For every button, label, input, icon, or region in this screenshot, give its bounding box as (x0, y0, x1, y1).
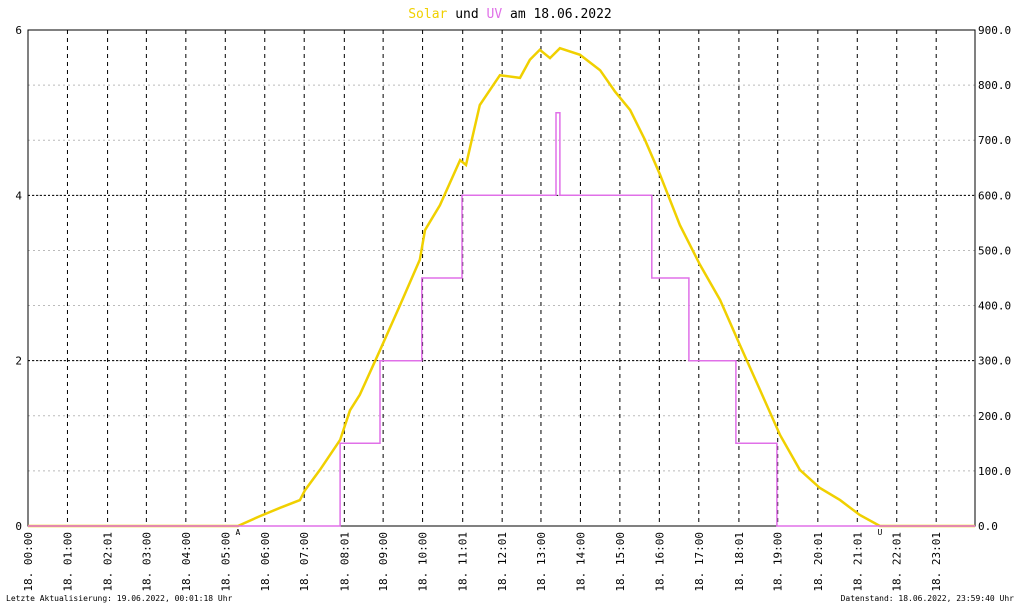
x-tick-label: 18. 10:00 (417, 532, 430, 592)
y2-tick-label: 100.0 (978, 465, 1011, 478)
series-line (28, 111, 975, 527)
y2-tick-label: 500.0 (978, 244, 1011, 257)
title-date: am 18.06.2022 (510, 7, 612, 22)
title-solar: Solar (408, 7, 447, 22)
y-tick-label: 4 (15, 189, 22, 202)
x-tick-label: 18. 18:01 (733, 532, 746, 592)
y2-tick-label: 900.0 (978, 24, 1011, 37)
x-tick-label: 18. 13:00 (535, 532, 548, 592)
sun-marker: U (877, 528, 882, 537)
y2-tick-label: 600.0 (978, 189, 1011, 202)
x-tick-label: 18. 17:00 (693, 532, 706, 592)
x-tick-label: 18. 00:00 (22, 532, 35, 592)
x-tick-label: 18. 20:01 (812, 532, 825, 592)
x-tick-label: 18. 23:01 (930, 532, 943, 592)
x-tick-label: 18. 22:01 (891, 532, 904, 592)
x-tick-label: 18. 06:00 (259, 532, 272, 592)
x-tick-label: 18. 04:00 (180, 532, 193, 592)
x-tick-label: 18. 15:00 (614, 532, 627, 592)
footer-right: Datenstand: 18.06.2022, 23:59:40 Uhr (841, 594, 1015, 603)
title-uv: UV (487, 7, 503, 22)
y2-tick-label: 200.0 (978, 410, 1011, 423)
x-tick-label: 18. 16:00 (653, 532, 666, 592)
x-tick-label: 18. 07:00 (298, 532, 311, 592)
y-tick-label: 6 (15, 24, 22, 37)
x-tick-label: 18. 12:01 (496, 532, 509, 592)
sun-marker: A (236, 528, 241, 537)
y2-tick-label: 300.0 (978, 355, 1011, 368)
x-tick-label: 18. 05:00 (219, 532, 232, 592)
x-tick-label: 18. 03:00 (140, 532, 153, 592)
x-tick-label: 18. 08:01 (338, 532, 351, 592)
footer-left: Letzte Aktualisierung: 19.06.2022, 00:01… (6, 594, 233, 603)
x-tick-label: 18. 11:01 (457, 532, 470, 592)
title-und: und (455, 7, 478, 22)
y-tick-label: 0 (15, 520, 22, 533)
x-tick-label: 18. 01:00 (61, 532, 74, 592)
y2-tick-label: 400.0 (978, 300, 1011, 313)
chart-title: Solar und UV am 18.06.2022 (408, 7, 612, 22)
x-tick-label: 18. 14:00 (574, 532, 587, 592)
plot-frame (27, 29, 976, 527)
y2-tick-label: 0.0 (978, 520, 998, 533)
y-tick-label: 2 (15, 355, 22, 368)
x-tick-label: 18. 02:01 (102, 532, 115, 592)
y2-tick-label: 800.0 (978, 79, 1011, 92)
x-tick-label: 18. 21:01 (851, 532, 864, 592)
x-tick-label: 18. 19:00 (772, 532, 785, 592)
x-tick-label: 18. 09:00 (377, 532, 390, 592)
series-line (28, 46, 975, 528)
y2-tick-label: 700.0 (978, 134, 1011, 147)
